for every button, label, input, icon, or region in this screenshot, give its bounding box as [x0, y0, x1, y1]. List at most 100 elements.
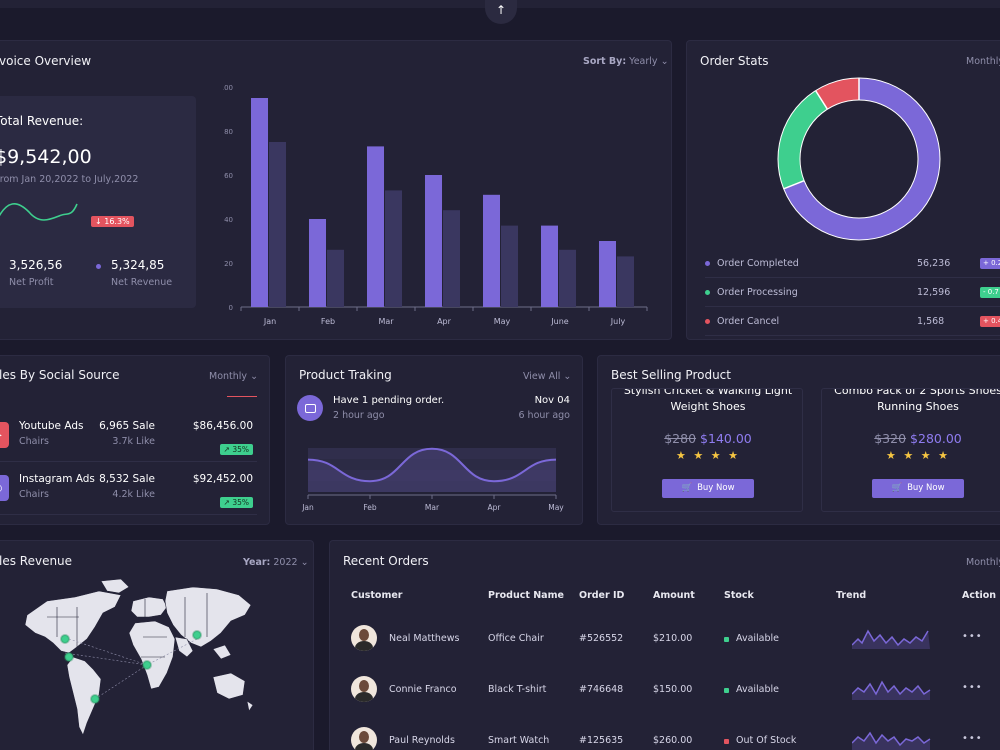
order-legend-row[interactable]: Order Processing 12,596 - 0.7 — [705, 278, 1000, 307]
source-category: Chairs — [19, 489, 49, 500]
stock-status-dot — [724, 637, 729, 642]
year-dropdown[interactable]: Year: 2022 ⌄ — [243, 557, 309, 568]
bar[interactable] — [425, 175, 442, 307]
source-name: Youtube Ads — [19, 420, 84, 432]
legend-name: Order Processing — [717, 287, 798, 298]
row-action-menu[interactable]: ••• — [962, 682, 983, 693]
bar[interactable] — [541, 225, 558, 307]
sort-by-value: Yearly — [629, 56, 658, 67]
social-source-row[interactable]: ▶ Youtube Ads Chairs 6,965 Sale 3.7k Like $86… — [0, 410, 257, 462]
year-value: 2022 — [273, 557, 298, 568]
product-name-line1: Combo Pack of 2 Sports Shoes — [834, 388, 1000, 397]
bar[interactable] — [599, 241, 616, 307]
buy-now-button[interactable]: 🛒 Buy Now — [872, 479, 964, 498]
source-pct-wrap: ↗ 35% — [219, 437, 253, 456]
x-tick-label: Jan — [301, 503, 314, 512]
product-tracking-title: Product Traking — [299, 368, 392, 382]
total-revenue-value: $9,542,00 — [0, 146, 92, 168]
order-stats-period-dropdown[interactable]: Monthly — [966, 56, 1000, 67]
y-tick-label: 100 — [223, 84, 233, 92]
area-line — [307, 447, 557, 483]
pending-order-time: 2 hour ago — [333, 410, 385, 421]
row-action-menu[interactable]: ••• — [962, 631, 983, 642]
legend-value: 1,568 — [917, 316, 945, 327]
sales-revenue-card: les Revenue Year: 2022 ⌄ — [0, 540, 314, 750]
y-tick-label: 80 — [224, 128, 233, 136]
best-selling-title: Best Selling Product — [611, 368, 731, 382]
social-period-dropdown[interactable]: Monthly ⌄ — [209, 371, 258, 382]
row-action-menu[interactable]: ••• — [962, 733, 983, 744]
recent-orders-title: Recent Orders — [343, 554, 429, 568]
area-fill — [308, 448, 556, 492]
x-tick-label: Mar — [425, 503, 440, 512]
legend-dot — [705, 319, 710, 324]
bar[interactable] — [269, 142, 286, 307]
customer-name: Connie Franco — [389, 684, 457, 695]
header-amount[interactable]: Amount — [653, 590, 695, 601]
youtube-icon: ▶ — [0, 422, 9, 448]
bar[interactable] — [251, 98, 268, 307]
product-name: Combo Pack of 2 Sports Shoes Running Shoe… — [822, 388, 1000, 415]
world-map — [24, 578, 254, 736]
header-trend[interactable]: Trend — [836, 590, 867, 601]
chevron-down-icon: ⌄ — [300, 557, 309, 568]
orders-period-dropdown[interactable]: Monthly — [966, 557, 1000, 568]
source-amount: $92,452.00 — [192, 473, 253, 485]
product-name-line1: Stylish Cricket & Walking Light — [623, 388, 793, 397]
x-tick-label: Mar — [378, 317, 394, 326]
donut-separator — [783, 180, 805, 190]
bar[interactable] — [501, 225, 518, 307]
net-revenue-value: 5,324,85 — [111, 258, 165, 272]
bar[interactable] — [559, 249, 576, 307]
legend-change-pill: + 0.4 — [980, 316, 1000, 327]
header-order-id[interactable]: Order ID — [579, 590, 625, 601]
header-stock[interactable]: Stock — [724, 590, 754, 601]
product-price: $320 $280.00 — [822, 431, 1000, 446]
bar[interactable] — [617, 256, 634, 307]
scroll-top-button[interactable]: ↑ — [485, 0, 517, 24]
order-legend-row[interactable]: Order Cancel 1,568 + 0.4 — [705, 307, 1000, 336]
product-rating-stars: ★ ★ ★ ★ — [886, 449, 950, 462]
trend-line — [852, 680, 931, 696]
header-customer[interactable]: Customer — [351, 590, 403, 601]
donut-slice[interactable] — [778, 78, 940, 240]
product-tracking-card: Product Traking View All ⌄ Have 1 pendin… — [285, 355, 583, 525]
header-product[interactable]: Product Name — [488, 590, 564, 601]
source-pct-wrap: ↗ 35% — [219, 490, 253, 509]
bar[interactable] — [385, 190, 402, 307]
source-pct-badge: ↗ 35% — [219, 497, 253, 508]
bar[interactable] — [367, 146, 384, 307]
wallet-icon — [297, 395, 323, 421]
buy-now-button[interactable]: 🛒 Buy Now — [662, 479, 754, 498]
legend-name: Order Completed — [717, 258, 799, 269]
product-name: Stylish Cricket & Walking Light Weight Sh… — [612, 388, 802, 415]
order-legend-row[interactable]: Order Completed 56,236 + 0.2 — [705, 249, 1000, 278]
total-revenue-label: Total Revenue: — [0, 114, 84, 128]
product-name-cell: Office Chair — [488, 633, 544, 644]
header-action[interactable]: Action — [962, 590, 997, 601]
customer-avatar — [351, 625, 377, 651]
x-tick-label: Apr — [488, 503, 502, 512]
trend-fill — [852, 733, 930, 750]
x-tick-label: June — [550, 317, 569, 326]
bar[interactable] — [309, 219, 326, 307]
tracking-area-chart: Jan Feb Mar Apr May — [301, 447, 564, 512]
sales-revenue-title: les Revenue — [0, 554, 73, 568]
cart-icon: 🛒 — [891, 483, 903, 493]
source-category: Chairs — [19, 436, 49, 447]
year-label: Year: — [243, 557, 271, 568]
chevron-down-icon: ⌄ — [660, 56, 669, 67]
bar[interactable] — [483, 194, 500, 307]
bar[interactable] — [327, 249, 344, 307]
x-tick-label: July — [610, 317, 626, 326]
net-profit-label: Net Profit — [9, 277, 54, 288]
product-card: Combo Pack of 2 Sports Shoes Running Shoe… — [821, 388, 1000, 512]
sort-by-dropdown[interactable]: Sort By: Yearly ⌄ — [583, 56, 669, 67]
social-source-title: les By Social Source — [0, 368, 120, 382]
revenue-date-range: From Jan 20,2022 to July,2022 — [0, 174, 139, 185]
legend-value: 56,236 — [917, 258, 951, 269]
donut-inner-outline — [799, 99, 919, 219]
view-all-dropdown[interactable]: View All ⌄ — [523, 371, 571, 382]
bar[interactable] — [443, 210, 460, 307]
social-source-row[interactable]: ◎ Instagram Ads Chairs 8,532 Sale 4.2k Like $… — [0, 463, 257, 515]
